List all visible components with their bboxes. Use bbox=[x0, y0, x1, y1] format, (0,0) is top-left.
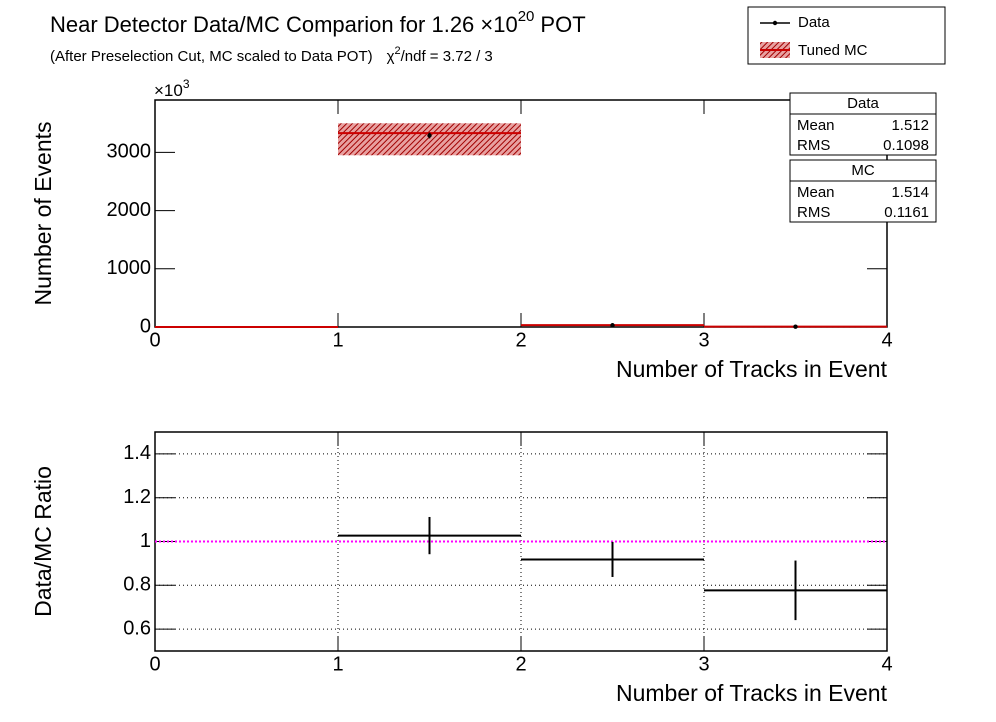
x-tick-label: 2 bbox=[515, 329, 526, 351]
legend-swatch bbox=[772, 20, 778, 26]
title-text: Near Detector Data/MC Comparion for 1.26… bbox=[50, 12, 518, 37]
stats-value: 1.514 bbox=[891, 184, 929, 201]
x-axis-label: Number of Tracks in Event bbox=[616, 356, 888, 382]
x-tick-label: 4 bbox=[881, 653, 892, 675]
x-tick-label: 1 bbox=[332, 653, 343, 675]
x-tick-label: 0 bbox=[149, 653, 160, 675]
stats-value: 1.512 bbox=[891, 117, 929, 134]
x-tick-label: 3 bbox=[698, 329, 709, 351]
y-tick-label: 1.2 bbox=[123, 486, 151, 508]
y-tick-label: 0.6 bbox=[123, 617, 151, 639]
x-tick-label: 2 bbox=[515, 653, 526, 675]
x-tick-label: 0 bbox=[149, 329, 160, 351]
stats-box: Data Mean 1.512 RMS 0.1098 bbox=[789, 92, 937, 156]
stats-title: Data bbox=[847, 95, 879, 112]
x-tick-label: 4 bbox=[881, 329, 892, 351]
data-point bbox=[610, 323, 615, 328]
legend: Data Tuned MC bbox=[747, 6, 946, 65]
data-point bbox=[793, 324, 798, 329]
mc-error-band bbox=[338, 123, 521, 156]
y-tick-label: 0 bbox=[140, 315, 151, 337]
legend-label: Data bbox=[798, 14, 830, 31]
y-tick-label: 1.4 bbox=[123, 442, 151, 464]
chi2-text: /ndf = 3.72 / 3 bbox=[401, 48, 493, 65]
y-multiplier: ×103 bbox=[154, 77, 190, 100]
y-tick-label: 1000 bbox=[107, 257, 152, 279]
stats-key: RMS bbox=[797, 204, 830, 221]
chi2-symbol: χ bbox=[387, 48, 395, 65]
stats-value: 0.1161 bbox=[884, 204, 929, 221]
title-exponent: 20 bbox=[518, 8, 535, 25]
subtitle-text: (After Preselection Cut, MC scaled to Da… bbox=[50, 48, 373, 65]
legend-label: Tuned MC bbox=[798, 42, 868, 59]
stats-frame bbox=[789, 159, 937, 223]
y-tick-label: 2000 bbox=[107, 199, 152, 221]
y-axis-label: Data/MC Ratio bbox=[30, 466, 56, 617]
stats-key: Mean bbox=[797, 117, 835, 134]
y-multiplier-text: ×10 bbox=[154, 81, 183, 100]
y-tick-label: 3000 bbox=[107, 141, 152, 163]
x-tick-label: 3 bbox=[698, 653, 709, 675]
title-suffix: POT bbox=[540, 12, 585, 37]
y-tick-label: 1 bbox=[140, 530, 151, 552]
x-axis-label: Number of Tracks in Event bbox=[616, 680, 888, 706]
stats-key: RMS bbox=[797, 137, 830, 154]
y-multiplier-exponent: 3 bbox=[183, 77, 190, 91]
stats-key: Mean bbox=[797, 184, 835, 201]
stats-frame bbox=[789, 92, 937, 156]
stats-title: MC bbox=[851, 162, 874, 179]
subtitle: (After Preselection Cut, MC scaled to Da… bbox=[50, 45, 493, 65]
chi2-exponent: 2 bbox=[395, 45, 401, 57]
stats-value: 0.1098 bbox=[883, 137, 929, 154]
y-tick-label: 0.8 bbox=[123, 574, 151, 596]
y-axis-label: Number of Events bbox=[30, 121, 56, 305]
stats-box: MC Mean 1.514 RMS 0.1161 bbox=[789, 159, 937, 223]
title: Near Detector Data/MC Comparion for 1.26… bbox=[50, 8, 586, 37]
data-point bbox=[427, 133, 432, 138]
x-tick-label: 1 bbox=[332, 329, 343, 351]
